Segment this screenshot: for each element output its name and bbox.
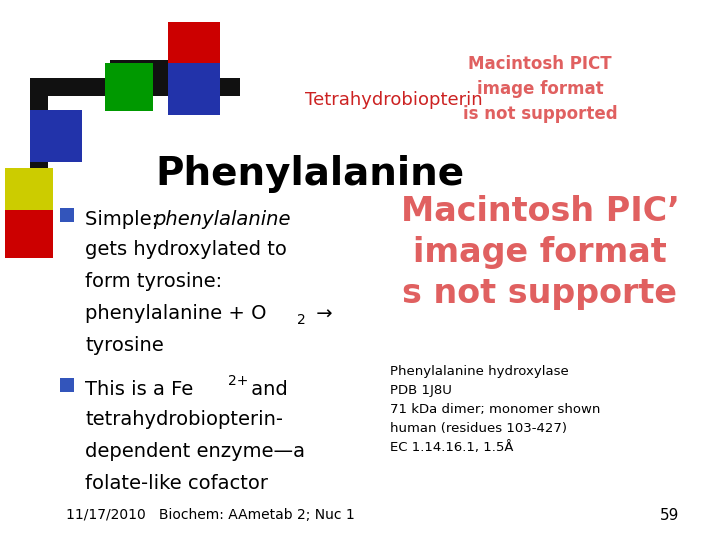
Text: phenylalanine: phenylalanine bbox=[153, 210, 290, 229]
Text: Simple:: Simple: bbox=[85, 210, 164, 229]
Text: 59: 59 bbox=[660, 508, 680, 523]
Bar bbox=[110, 60, 128, 98]
Text: →: → bbox=[310, 304, 333, 323]
Bar bbox=[60, 208, 74, 222]
Bar bbox=[30, 78, 48, 198]
Bar bbox=[5, 210, 53, 258]
Text: 11/17/2010   Biochem: AAmetab 2; Nuc 1: 11/17/2010 Biochem: AAmetab 2; Nuc 1 bbox=[66, 508, 354, 522]
Text: dependent enzyme—a: dependent enzyme—a bbox=[85, 442, 305, 461]
Text: Tetrahydrobiopterin: Tetrahydrobiopterin bbox=[305, 91, 482, 109]
Bar bbox=[168, 63, 220, 115]
Bar bbox=[60, 378, 74, 392]
Text: This is a Fe: This is a Fe bbox=[85, 380, 193, 399]
Text: 2+: 2+ bbox=[228, 374, 248, 388]
Text: Phenylalanine hydroxylase
PDB 1J8U
71 kDa dimer; monomer shown
human (residues 1: Phenylalanine hydroxylase PDB 1J8U 71 kD… bbox=[390, 365, 600, 454]
Bar bbox=[5, 168, 53, 216]
Text: Macintosh PICT
image format
is not supported: Macintosh PICT image format is not suppo… bbox=[463, 55, 617, 123]
Bar bbox=[110, 60, 215, 78]
Text: tyrosine: tyrosine bbox=[85, 336, 163, 355]
Text: Macintosh PICʼ
image format
s not supporte: Macintosh PICʼ image format s not suppor… bbox=[400, 195, 680, 309]
Text: folate-like cofactor: folate-like cofactor bbox=[85, 474, 268, 493]
Bar bbox=[168, 22, 220, 74]
Bar bbox=[30, 78, 240, 96]
Text: tetrahydrobiopterin-: tetrahydrobiopterin- bbox=[85, 410, 283, 429]
Text: form tyrosine:: form tyrosine: bbox=[85, 272, 222, 291]
Text: 2: 2 bbox=[297, 313, 306, 327]
Bar bbox=[105, 63, 153, 111]
Text: Phenylalanine: Phenylalanine bbox=[155, 155, 464, 193]
Text: phenylalanine + O: phenylalanine + O bbox=[85, 304, 266, 323]
Bar bbox=[30, 110, 82, 162]
Bar bbox=[30, 162, 48, 222]
Text: gets hydroxylated to: gets hydroxylated to bbox=[85, 240, 287, 259]
Text: and: and bbox=[245, 380, 288, 399]
